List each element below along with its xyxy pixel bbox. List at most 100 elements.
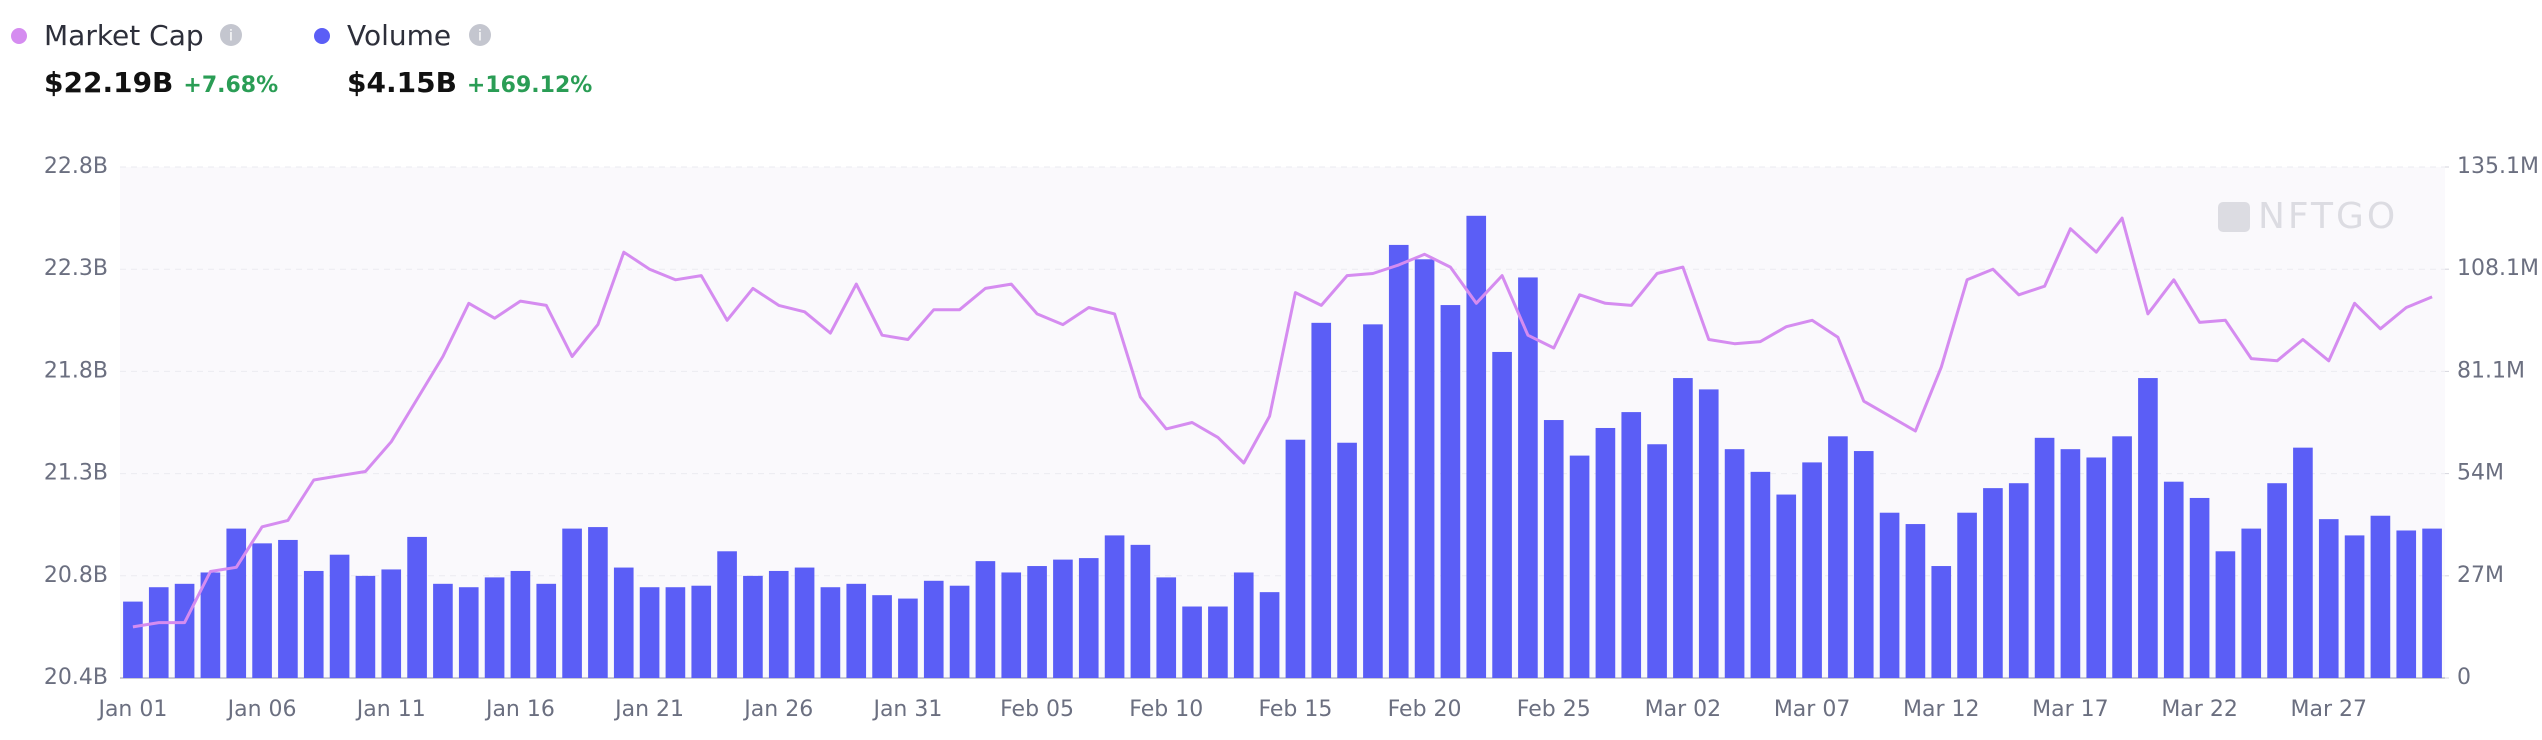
bar — [1337, 442, 1357, 678]
bar — [1621, 412, 1642, 678]
legend-name: Volume — [347, 19, 451, 52]
bar — [2189, 497, 2210, 678]
x-tick-label: Feb 20 — [1388, 697, 1462, 722]
bar — [613, 567, 634, 678]
bar — [2112, 436, 2132, 678]
y2-tick-label: 0 — [2457, 665, 2471, 690]
bar — [1466, 215, 1487, 679]
y2-tick-label: 27M — [2457, 563, 2504, 588]
x-tick-label: Mar 27 — [2291, 697, 2368, 722]
bar — [2060, 449, 2081, 678]
x-tick-label: Jan 26 — [742, 697, 813, 722]
x-tick-label: Feb 05 — [1000, 697, 1074, 722]
legend-value: $4.15B — [347, 66, 457, 99]
y-tick-label: 22.8B — [44, 154, 108, 179]
x-tick-label: Mar 07 — [1774, 697, 1851, 722]
x-tick-label: Jan 16 — [484, 697, 555, 722]
legend-value: $22.19B — [44, 66, 173, 99]
bar — [458, 587, 479, 678]
legend-change: +169.12% — [467, 73, 592, 98]
bar — [1724, 449, 1745, 678]
bar — [1647, 444, 1667, 678]
bar — [743, 575, 763, 678]
bar — [1492, 351, 1512, 678]
bar — [1983, 488, 2003, 678]
y2-tick-label: 108.1M — [2457, 256, 2539, 281]
bar — [1750, 471, 1771, 678]
bar — [329, 554, 350, 678]
bar — [2008, 483, 2029, 678]
plot-area — [120, 167, 2445, 678]
bar — [2034, 437, 2055, 678]
x-tick-label: Jan 11 — [355, 697, 426, 722]
bar — [1363, 324, 1383, 678]
bar — [2138, 378, 2158, 678]
bar — [148, 587, 169, 678]
info-icon[interactable] — [220, 24, 242, 46]
y-tick-label: 21.3B — [44, 461, 108, 486]
y-tick-label: 20.8B — [44, 563, 108, 588]
y2-tick-label: 81.1M — [2457, 358, 2525, 383]
bar — [588, 527, 608, 678]
bar — [2241, 528, 2262, 678]
bar — [2344, 535, 2365, 678]
bar — [923, 580, 944, 678]
bar — [1853, 451, 1874, 678]
info-glyph: i — [478, 27, 482, 45]
info-glyph: i — [229, 27, 233, 45]
bar — [1130, 544, 1151, 678]
y2-tick-label: 54M — [2457, 461, 2504, 486]
bar — [433, 583, 453, 678]
bar — [1673, 378, 1693, 678]
bar — [1285, 439, 1306, 678]
x-tick-label: Jan 06 — [226, 697, 297, 722]
bar — [1776, 494, 1797, 678]
bar — [949, 585, 970, 678]
bar — [1802, 462, 1822, 678]
x-tick-label: Jan 21 — [613, 697, 684, 722]
bar — [303, 570, 324, 678]
bar — [2163, 481, 2184, 678]
bar — [2396, 530, 2417, 678]
x-tick-label: Jan 31 — [871, 697, 942, 722]
bar — [1311, 322, 1332, 678]
x-tick-label: Mar 12 — [1903, 697, 1980, 722]
y-tick-label: 21.8B — [44, 358, 108, 383]
bar — [226, 528, 247, 678]
bar — [820, 587, 841, 678]
bar — [1931, 566, 1952, 678]
y-tick-label: 20.4B — [44, 665, 108, 690]
bar — [898, 598, 918, 678]
bar — [1388, 244, 1409, 678]
bar — [1156, 577, 1177, 678]
bar — [174, 583, 195, 678]
bar — [2086, 457, 2107, 678]
bar — [1182, 606, 1202, 678]
bar — [1259, 592, 1280, 678]
bar — [2318, 519, 2339, 678]
y2-tick-label: 135.1M — [2457, 154, 2539, 179]
bar — [2422, 528, 2442, 678]
bar — [768, 570, 789, 678]
bar — [794, 567, 815, 678]
x-tick-label: Mar 02 — [1645, 697, 1722, 722]
bar — [1698, 389, 1719, 678]
bar — [1905, 524, 1926, 678]
bar — [1053, 559, 1073, 678]
bar — [355, 575, 376, 678]
info-icon[interactable] — [469, 24, 491, 46]
legend-marker — [314, 28, 330, 44]
bar — [691, 585, 712, 678]
x-tick-label: Feb 25 — [1517, 697, 1591, 722]
x-tick-label: Jan 01 — [96, 697, 167, 722]
watermark: NFTGO — [2218, 196, 2395, 237]
bar — [381, 569, 402, 678]
x-tick-label: Feb 10 — [1129, 697, 1203, 722]
bar — [1543, 420, 1564, 678]
watermark-icon — [2218, 202, 2250, 232]
bar — [846, 583, 867, 678]
bar — [536, 583, 557, 678]
bar — [1879, 512, 1900, 678]
bar — [1001, 572, 1022, 678]
